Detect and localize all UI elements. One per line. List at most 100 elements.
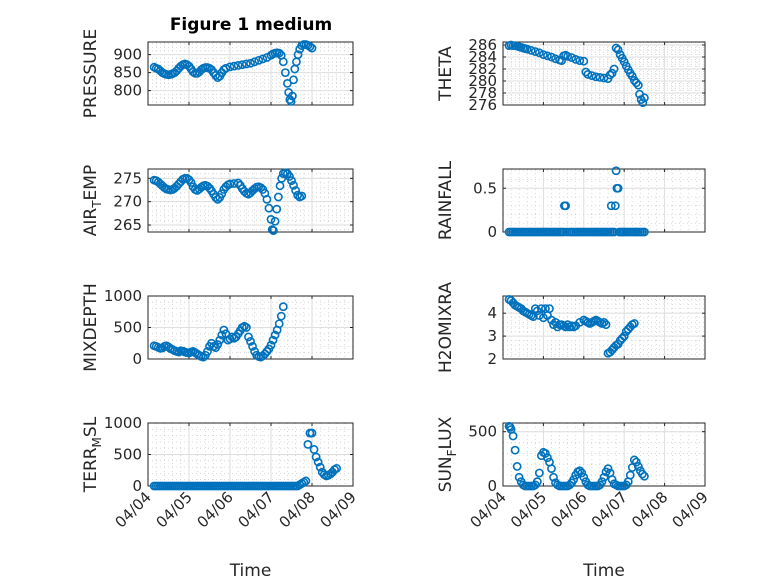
- data-point: [268, 335, 278, 345]
- data-point: [577, 468, 587, 478]
- data-point: [522, 44, 532, 54]
- data-point: [282, 79, 292, 88]
- data-point: [579, 56, 589, 66]
- data-point: [278, 57, 288, 67]
- data-point: [557, 56, 566, 65]
- marker-series: [504, 295, 639, 358]
- y-axis-label: SUNFLUX: [436, 416, 459, 492]
- data-point: [629, 455, 639, 465]
- y-axis-label: H2OMIXRA: [436, 282, 456, 373]
- data-point: [514, 472, 524, 482]
- data-point: [528, 312, 538, 322]
- y-tick-label: 4: [487, 304, 497, 322]
- data-point: [198, 352, 208, 362]
- data-point: [536, 304, 546, 313]
- data-point: [203, 347, 212, 356]
- data-point: [561, 322, 571, 332]
- data-point: [289, 75, 298, 85]
- data-point: [246, 336, 255, 346]
- y-tick-label: 0: [132, 350, 142, 368]
- data-point: [289, 180, 298, 190]
- data-point: [272, 204, 282, 214]
- data-point: [627, 463, 637, 472]
- data-point: [286, 97, 296, 106]
- data-point: [541, 449, 550, 458]
- data-point: [530, 47, 540, 56]
- data-point: [241, 59, 251, 69]
- data-point: [638, 98, 648, 107]
- data-point: [258, 54, 268, 64]
- x-tick-label: 04/06: [194, 488, 237, 531]
- data-point: [309, 445, 319, 454]
- data-point: [571, 55, 581, 64]
- data-point: [229, 61, 239, 71]
- marker-series: [504, 166, 649, 237]
- x-tick-label: 04/07: [235, 488, 278, 531]
- data-point: [280, 68, 290, 77]
- y-tick-label: 500: [468, 423, 497, 441]
- data-point: [569, 475, 579, 484]
- data-point: [627, 71, 637, 81]
- data-point: [510, 445, 520, 455]
- y-tick-label: 0.5: [473, 179, 497, 197]
- subplot-terr-msl: 05001000TERRMSL04/0404/0504/0604/0704/08…: [81, 414, 360, 581]
- y-tick-label: 275: [113, 169, 142, 187]
- data-point: [625, 470, 635, 480]
- data-point: [633, 462, 643, 471]
- data-point: [266, 214, 276, 224]
- y-tick-label: 280: [468, 72, 497, 90]
- data-point: [270, 330, 280, 340]
- axes-frame: [147, 41, 354, 106]
- data-point: [217, 189, 227, 199]
- data-point: [561, 201, 571, 211]
- data-point: [237, 60, 247, 70]
- x-tick-label: 04/05: [153, 488, 196, 531]
- data-point: [543, 51, 552, 61]
- data-point: [293, 50, 303, 59]
- x-tick-label: 04/07: [588, 488, 631, 531]
- axes-border: [502, 41, 706, 106]
- data-point: [629, 319, 639, 328]
- data-point: [565, 480, 575, 490]
- subplot-sun-flux: 0500SUNFLUX04/0404/0504/0604/0704/0804/0…: [436, 416, 712, 581]
- data-point: [613, 45, 623, 55]
- data-point: [225, 62, 235, 72]
- x-tick-label: 04/06: [547, 488, 590, 531]
- data-point: [543, 453, 552, 463]
- data-point: [567, 53, 577, 62]
- y-tick-label: 278: [468, 84, 497, 102]
- data-point: [619, 331, 629, 341]
- data-point: [287, 176, 296, 186]
- data-point: [254, 55, 264, 65]
- x-tick-label: 04/09: [317, 488, 360, 531]
- y-tick-label: 0: [132, 477, 142, 495]
- data-point: [221, 63, 231, 73]
- data-point: [539, 50, 548, 59]
- data-point: [575, 466, 585, 476]
- data-point: [213, 340, 223, 349]
- data-point: [311, 452, 321, 462]
- y-tick-label: 2: [487, 350, 497, 368]
- data-point: [213, 194, 223, 204]
- data-point: [262, 194, 272, 204]
- data-point: [332, 463, 341, 473]
- data-point: [595, 73, 605, 82]
- data-point: [211, 193, 221, 202]
- marker-series: [504, 421, 649, 491]
- y-tick-label: 276: [468, 96, 497, 114]
- data-point: [603, 464, 613, 474]
- data-point: [607, 475, 617, 484]
- data-point: [637, 469, 647, 479]
- data-point: [274, 319, 284, 329]
- data-point: [559, 227, 568, 237]
- data-point: [631, 78, 641, 88]
- data-point: [640, 93, 649, 103]
- data-point: [613, 183, 623, 193]
- data-point: [297, 191, 307, 201]
- data-point: [241, 323, 251, 332]
